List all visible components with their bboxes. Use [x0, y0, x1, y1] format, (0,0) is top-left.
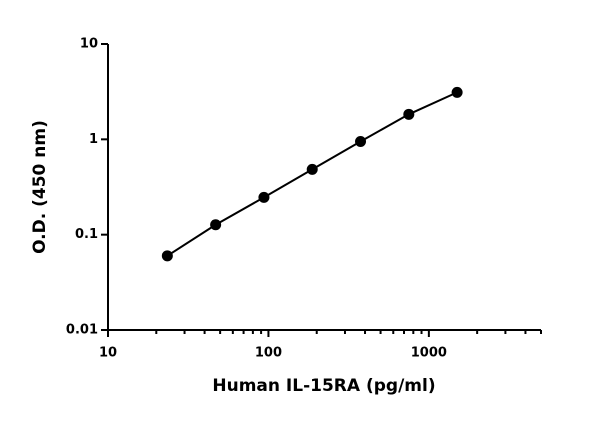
- data-point: [306, 163, 318, 175]
- x-tick-label: 100: [255, 346, 282, 361]
- x-axis-title: Human IL-15RA (pg/ml): [212, 376, 435, 396]
- data-point: [161, 250, 173, 262]
- data-point: [451, 86, 463, 98]
- y-tick-label: 10: [80, 37, 98, 52]
- x-tick-label: 1000: [411, 346, 447, 361]
- y-axis-title: O.D. (450 nm): [30, 120, 50, 254]
- y-tick-label: 1: [89, 132, 98, 147]
- x-tick-label: 10: [99, 346, 117, 361]
- data-point: [210, 219, 222, 231]
- y-tick-label: 0.01: [66, 323, 98, 338]
- data-point: [355, 135, 367, 147]
- data-point: [258, 191, 270, 203]
- y-tick-label: 0.1: [75, 227, 98, 242]
- data-point: [403, 108, 415, 120]
